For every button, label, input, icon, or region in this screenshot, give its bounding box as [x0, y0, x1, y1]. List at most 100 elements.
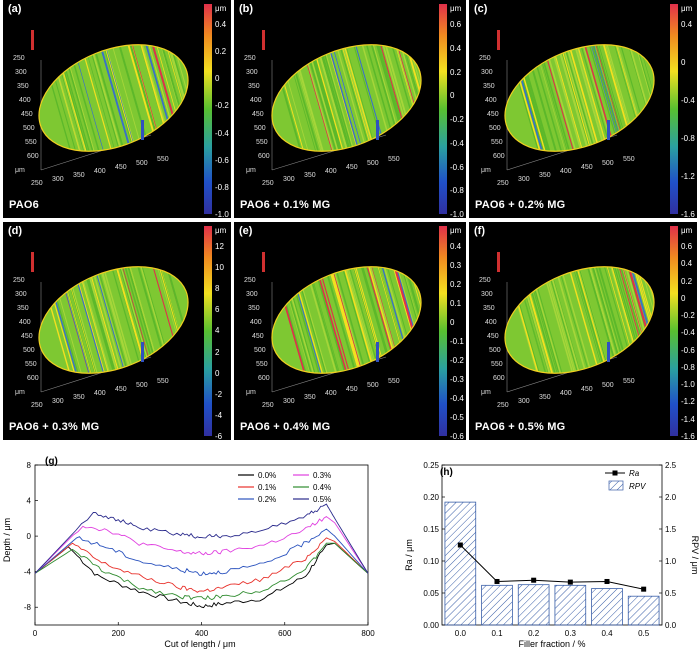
- color-scale-tick: -1.0: [450, 210, 464, 218]
- panel-y-tick: 600: [27, 153, 39, 160]
- panel-y-tick: 250: [244, 277, 256, 284]
- surface-map: [256, 24, 431, 172]
- panel-y-tick: 550: [25, 361, 37, 368]
- y-tick-label: -4: [24, 568, 32, 577]
- color-scale-unit: μm: [215, 4, 227, 13]
- panel-label: (f): [474, 225, 485, 237]
- y-tick-label: 4: [27, 497, 32, 506]
- y-tick-label: 0: [27, 532, 32, 541]
- panel-x-tick: 400: [325, 390, 337, 397]
- color-scale-bar: [670, 4, 678, 214]
- color-scale-bar: [439, 226, 447, 436]
- color-scale-tick: -0.6: [450, 432, 464, 440]
- panel-x-tick: 500: [136, 382, 148, 389]
- panel-x-tick: 550: [623, 378, 635, 385]
- ra-point: [457, 542, 463, 548]
- color-scale-tick: -1.6: [681, 432, 695, 440]
- panel-caption: PAO6 + 0.1% MG: [240, 199, 331, 211]
- x-tick-label: 200: [112, 629, 126, 638]
- color-scale-tick: 0.6: [681, 242, 693, 251]
- x-tick-label: 0.2: [528, 629, 540, 638]
- surface-map: [23, 24, 196, 172]
- x-tick-label: 0.0: [455, 629, 467, 638]
- panel-x-tick: 250: [497, 180, 509, 187]
- rpv-bar: [554, 584, 587, 626]
- panel-y-tick: 450: [487, 333, 499, 340]
- chart-h-ylabel-right: RPV / μm: [690, 536, 700, 575]
- panel-x-tick: 250: [262, 180, 274, 187]
- panel-x-tick: 450: [115, 386, 127, 393]
- panel-y-tick: 400: [19, 97, 31, 104]
- x-tick-label: 800: [361, 629, 375, 638]
- color-scale-unit: μm: [215, 226, 227, 235]
- panel-x-tick: 350: [539, 172, 551, 179]
- legend-rpv-label: RPV: [629, 482, 646, 491]
- color-scale-unit: μm: [681, 226, 693, 235]
- color-scale-tick: -0.3: [450, 375, 464, 384]
- panel-x-tick: 250: [262, 402, 274, 409]
- legend-label: 0.5%: [313, 495, 331, 504]
- color-scale-tick: 0.4: [215, 20, 227, 29]
- x-tick-label: 400: [195, 629, 209, 638]
- color-scale-tick: 0.2: [681, 276, 693, 286]
- y-right-tick-label: 1.0: [665, 557, 677, 566]
- panel-y-tick: 300: [481, 69, 493, 76]
- series-line-0.1%: [34, 537, 369, 593]
- chart-h-frame: [441, 464, 663, 626]
- panel-label: (c): [474, 3, 488, 15]
- x-tick-label: 600: [278, 629, 292, 638]
- color-scale-bar: [204, 226, 212, 436]
- y-left-tick-label: 0.25: [423, 461, 439, 470]
- panel-y-tick: 250: [479, 55, 491, 62]
- legend-label: 0.1%: [258, 483, 276, 492]
- panel-y-tick: 600: [493, 375, 505, 382]
- panel-y-tick: 300: [246, 291, 258, 298]
- panel-y-tick: 350: [248, 305, 260, 312]
- panel-label: (a): [8, 3, 22, 15]
- chart-g-ylabel: Depth / μm: [2, 518, 12, 562]
- panel-x-tick: 350: [304, 172, 316, 179]
- color-scale-tick: -1.0: [215, 210, 229, 218]
- color-scale-tick: 0.2: [450, 67, 462, 77]
- panel-x-tick: 350: [73, 172, 85, 179]
- panel-x-tick: 250: [497, 402, 509, 409]
- legend-rpv-swatch: [608, 480, 624, 491]
- panel-x-tick: 300: [518, 398, 530, 405]
- color-scale-tick: -0.2: [450, 115, 464, 124]
- color-scale-tick: -0.2: [681, 311, 695, 321]
- color-scale-tick: 0.4: [681, 259, 693, 269]
- color-scale-tick: -0.4: [450, 394, 464, 403]
- color-scale-tick: 0: [450, 318, 455, 327]
- panel-y-tick: 250: [244, 55, 256, 62]
- color-scale-bar: [439, 4, 447, 214]
- color-scale-tick: -0.4: [681, 96, 695, 105]
- legend-label: 0.2%: [258, 495, 276, 504]
- color-scale-bar: [204, 4, 212, 214]
- y-left-tick-label: 0.00: [423, 621, 439, 630]
- panel-x-tick: 500: [136, 160, 148, 167]
- x-tick-label: 0.5: [638, 629, 650, 638]
- panel-y-tick: 500: [23, 347, 35, 354]
- panel-y-tick: 500: [254, 125, 266, 132]
- panel-y-unit: μm: [246, 167, 256, 174]
- color-scale-tick: 0.6: [450, 20, 462, 29]
- color-scale-tick: -0.8: [681, 134, 695, 143]
- panel-x-tick: 450: [346, 164, 358, 171]
- rpv-bar: [444, 501, 477, 626]
- color-scale-tick: 0: [450, 91, 455, 101]
- panel-y-tick: 400: [485, 319, 497, 326]
- x-tick-label: 0.1: [491, 629, 503, 638]
- ra-point: [641, 586, 647, 592]
- panel-x-tick: 500: [602, 160, 614, 167]
- depth-profile-chart: (g) Cut of length / μm Depth / μm 0 200 40…: [2, 456, 375, 649]
- panel-y-tick: 600: [258, 375, 270, 382]
- y-right-tick-label: 0.5: [665, 589, 677, 598]
- color-scale-tick: -2: [215, 389, 223, 399]
- y-right-tick-label: 1.5: [665, 525, 677, 534]
- panel-caption: PAO6: [9, 199, 39, 211]
- panel-x-tick: 300: [518, 176, 530, 183]
- panel-caption: PAO6 + 0.5% MG: [475, 421, 566, 433]
- panel-x-tick: 450: [346, 386, 358, 393]
- y-right-tick-label: 0.0: [665, 621, 677, 630]
- color-scale-tick: -4: [215, 410, 223, 420]
